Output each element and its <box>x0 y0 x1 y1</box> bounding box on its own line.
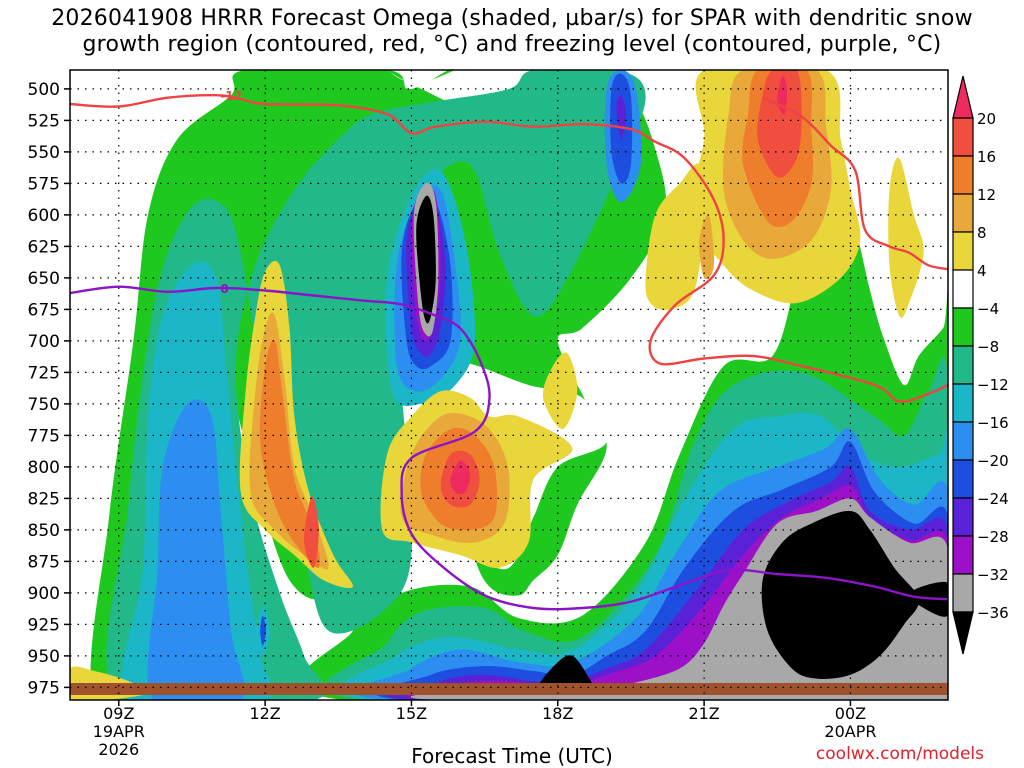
colorbar-swatch <box>952 307 974 347</box>
chart-title-line-2: growth region (contoured, red, °C) and f… <box>82 32 942 57</box>
x-tick-label: 09Z <box>103 704 134 723</box>
colorbar-label: 12 <box>977 186 996 204</box>
ground-surface <box>70 683 948 695</box>
y-tick-label: 975 <box>28 678 60 698</box>
credit-text: coolwx.com/models <box>815 744 984 764</box>
colorbar-bottom-arrow <box>952 611 974 655</box>
y-tick-label: 775 <box>28 426 60 446</box>
contour-labels: -12 0 <box>220 89 242 296</box>
x-tick-date-label: 20APR <box>824 722 876 741</box>
contour-line-0 <box>70 93 948 403</box>
colorbar-swatch <box>952 231 974 271</box>
x-tick-label: 00Z <box>835 704 866 723</box>
y-tick-label: 925 <box>28 615 60 635</box>
y-tick-label: 950 <box>28 647 60 667</box>
omega-region-db-small-12z <box>260 615 267 646</box>
colorbar-swatch <box>952 573 974 613</box>
x-tick-date-label: 19APR <box>93 722 145 741</box>
x-tick-label: 18Z <box>542 704 573 723</box>
contour-line-2 <box>70 285 948 611</box>
y-tick-label: 650 <box>28 269 60 289</box>
colorbar-label: −4 <box>977 300 999 318</box>
x-tick-label: 15Z <box>396 704 427 723</box>
omega-region-y-upper-right <box>645 163 705 311</box>
y-axis: 500 525 550 575 600 625 650 675 700 725 750 775 800 8… <box>28 80 70 698</box>
omega-region-y-small-18z <box>542 352 578 430</box>
y-tick-label: 850 <box>28 521 60 541</box>
omega-region-o-left <box>259 340 320 568</box>
colorbar-label: 16 <box>977 148 996 166</box>
y-tick-label: 575 <box>28 174 60 194</box>
colorbar-top-arrow <box>952 75 974 119</box>
contour-line-1 <box>762 96 948 271</box>
plot-frame <box>69 69 949 701</box>
omega-region-r-top <box>757 70 802 178</box>
colorbar-swatch <box>952 345 974 385</box>
colorbar-swatch <box>952 383 974 423</box>
y-tick-label: 725 <box>28 363 60 383</box>
x-tick-date-label: 2026 <box>98 740 139 759</box>
colorbar-swatch <box>952 193 974 233</box>
x-axis-label: Forecast Time (UTC) <box>411 744 613 768</box>
omega-region-k-se <box>761 510 919 679</box>
y-tick-label: 825 <box>28 489 60 509</box>
colorbar-label: −16 <box>977 414 1009 432</box>
colorbar-label: −12 <box>977 376 1009 394</box>
colorbar-swatch <box>952 497 974 537</box>
colorbar-label: −28 <box>977 528 1009 546</box>
colorbar-swatch <box>952 459 974 499</box>
colorbar-label: −36 <box>977 604 1009 622</box>
y-tick-label: 550 <box>28 143 60 163</box>
colorbar-label: −8 <box>977 338 999 356</box>
colorbar-label: 4 <box>977 262 987 280</box>
colorbar-swatch <box>952 421 974 461</box>
colorbar-label: 8 <box>977 224 987 242</box>
y-tick-label: 750 <box>28 395 60 415</box>
colorbar-label: −24 <box>977 490 1009 508</box>
omega-region-r-left <box>303 496 319 568</box>
colorbar-swatch <box>952 117 974 157</box>
y-tick-label: 800 <box>28 458 60 478</box>
contour-label-2: 0 <box>220 282 228 296</box>
y-tick-label: 700 <box>28 332 60 352</box>
x-tick-label: 12Z <box>249 704 280 723</box>
chart-title-line-1: 2026041908 HRRR Forecast Omega (shaded, … <box>51 6 973 31</box>
contour-lines <box>70 93 948 611</box>
omega-region-k-center <box>416 195 436 324</box>
y-tick-label: 600 <box>28 206 60 226</box>
x-tick-label: 21Z <box>688 704 719 723</box>
omega-region-m-center <box>450 460 471 495</box>
omega-region-gold-small <box>699 214 715 280</box>
y-tick-label: 675 <box>28 300 60 320</box>
contour-label-0: -12 <box>220 89 242 103</box>
y-tick-label: 900 <box>28 584 60 604</box>
y-tick-label: 525 <box>28 111 60 131</box>
colorbar-label: −20 <box>977 452 1009 470</box>
colorbar: 20 16 12 8 4 −4 −8 −12 −16 −20 −24 −28 −32 −36 <box>952 75 1009 655</box>
pressure-gridlines <box>70 70 948 700</box>
colorbar-swatch <box>952 269 974 309</box>
omega-region-y-far-right <box>888 157 924 318</box>
y-tick-label: 625 <box>28 237 60 257</box>
y-tick-label: 500 <box>28 80 60 100</box>
colorbar-swatch <box>952 535 974 575</box>
colorbar-swatch <box>952 155 974 195</box>
y-tick-label: 875 <box>28 552 60 572</box>
colorbar-label: −32 <box>977 566 1009 584</box>
colorbar-label: 20 <box>977 110 996 128</box>
